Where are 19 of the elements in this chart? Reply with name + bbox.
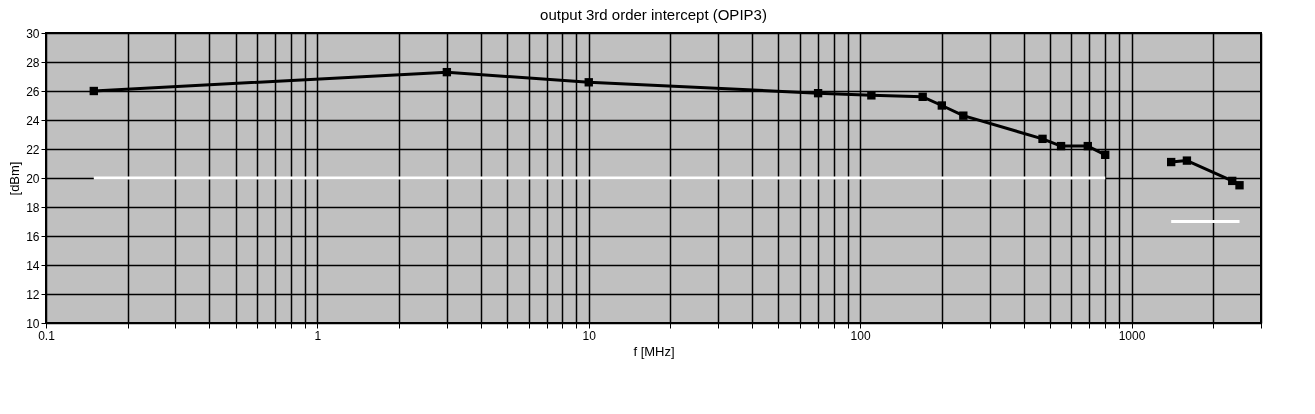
y-tick-label: 16 (26, 229, 40, 244)
y-axis-title: [dBm] (7, 161, 23, 196)
y-tick-label: 30 (26, 26, 40, 41)
y-tick-label: 18 (26, 200, 40, 215)
x-tick-label: 100 (850, 328, 871, 343)
x-tick-label: 1 (314, 328, 322, 343)
y-tick-label: 28 (26, 55, 40, 70)
y-tick-label: 22 (26, 142, 40, 157)
y-tick-label: 12 (26, 287, 40, 302)
y-tick-label: 14 (26, 258, 40, 273)
x-tick-label: 0.1 (38, 328, 56, 343)
x-tick-label: 10 (582, 328, 597, 343)
y-tick-label: 20 (26, 171, 40, 186)
y-tick-label: 10 (26, 316, 40, 331)
chart-title: output 3rd order intercept (OPIP3) (540, 6, 767, 23)
x-tick-label: 1000 (1118, 328, 1146, 343)
x-axis-title: f [MHz] (633, 343, 675, 359)
y-tick-label: 26 (26, 84, 40, 99)
y-tick-label: 24 (26, 113, 40, 128)
